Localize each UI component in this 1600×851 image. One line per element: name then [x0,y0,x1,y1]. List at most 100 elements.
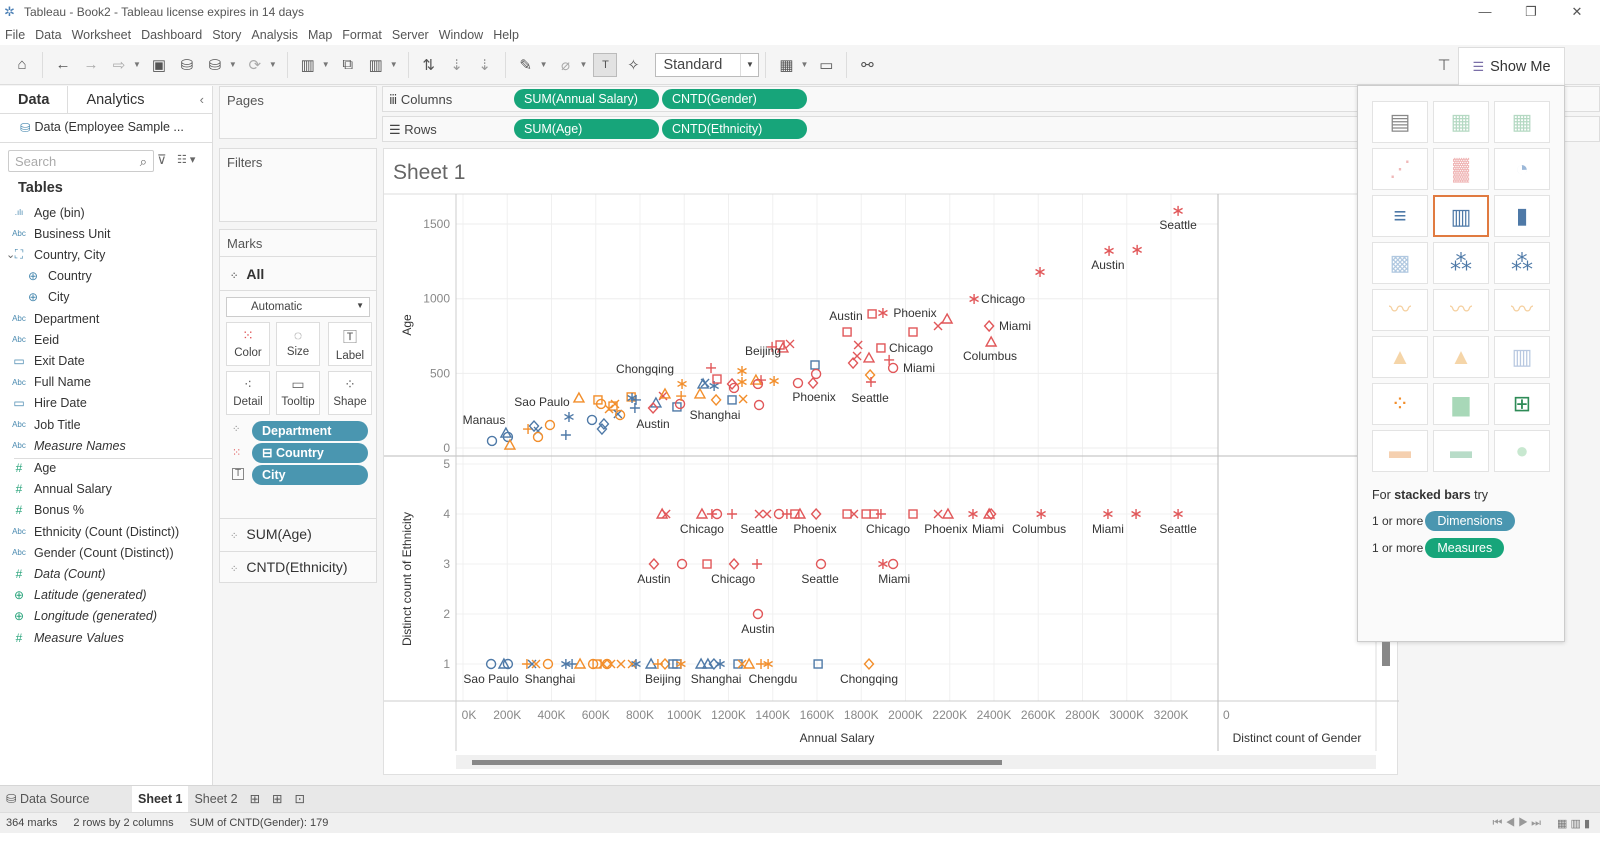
show-me-heat-map[interactable]: ▦ [1433,101,1489,143]
swap-icon[interactable]: ⇅ [422,56,435,74]
pill-department[interactable]: Department [252,421,368,441]
fit-dropdown[interactable]: Standard ▼ [655,52,760,77]
field-item[interactable]: # Measure Values [8,627,124,648]
show-me-button[interactable]: ☰ Show Me [1458,47,1565,85]
show-me-stacked-bars[interactable]: ▥ [1433,195,1489,237]
show-me-gantt[interactable]: ▬ [1372,430,1428,472]
pill-sum-annual-salary[interactable]: SUM(Annual Salary) [514,89,659,109]
group-icon[interactable]: ⌀ [561,56,571,74]
show-me-highlight-table[interactable]: ▦ [1494,101,1550,143]
menu-analysis[interactable]: Analysis [251,27,298,42]
show-me-side-by-side-circles[interactable]: ⁂ [1494,242,1550,284]
chevron-down-icon[interactable]: ▼ [800,60,809,69]
presentation-mode-icon[interactable]: ▭ [819,56,834,74]
show-me-pie-chart[interactable]: ◔ [1494,148,1550,190]
new-worksheet-icon[interactable]: ▥ [300,56,315,74]
chevron-down-icon[interactable]: ▼ [133,60,141,69]
color-button[interactable]: ⁙ Color [226,322,270,366]
chevron-down-icon[interactable]: ▼ [228,60,237,69]
new-story-icon[interactable]: ⊡ [294,791,306,806]
new-datasource-icon[interactable]: ⛁ [180,56,194,74]
show-me-line-discrete[interactable]: 〰 [1433,289,1489,331]
field-item[interactable]: # Data (Count) [8,563,106,584]
vertical-scrollbar[interactable] [1382,642,1390,666]
field-item[interactable]: ⊕ Latitude (generated) [8,585,147,606]
chevron-down-icon[interactable]: ▼ [389,60,398,69]
marks-sum-age[interactable]: ⁘ SUM(Age) [230,526,312,542]
chevron-down-icon[interactable]: ▼ [321,60,330,69]
menu-worksheet[interactable]: Worksheet [71,27,132,42]
field-item[interactable]: # Age [8,457,57,478]
highlight-icon[interactable]: ✎ [519,56,532,74]
menu-story[interactable]: Story [212,27,242,42]
chevron-down-icon[interactable]: ▼ [740,53,758,76]
show-me-symbol-map[interactable]: ⋰ [1372,148,1428,190]
pill-cntd-gender[interactable]: CNTD(Gender) [662,89,807,109]
pill-sum-age[interactable]: SUM(Age) [514,119,659,139]
show-me-treemap[interactable]: ▩ [1372,242,1428,284]
show-me-dual-combination[interactable]: ▥ [1494,336,1550,378]
redo-icon[interactable]: → [83,56,99,73]
menu-file[interactable]: File [5,27,26,42]
show-me-area-continuous[interactable]: ▲ [1372,336,1428,378]
save-icon[interactable]: ▣ [151,56,167,74]
field-item[interactable]: ⊕ City [22,287,70,308]
field-item[interactable]: ▭ Exit Date [8,350,84,371]
tab-data[interactable]: Data [0,86,69,113]
refresh-icon[interactable]: ⟳ [248,56,262,74]
show-me-histogram[interactable]: ▆ [1433,383,1489,425]
field-item[interactable]: Abc Ethnicity (Count (Distinct)) [8,521,179,542]
sheet-navigation-icon[interactable]: ⏮ ◀ ▶ ⏭ [1492,816,1542,829]
minimize-button[interactable]: — [1478,4,1492,19]
show-me-text-table[interactable]: ▤ [1372,101,1428,143]
tab-sheet-2[interactable]: Sheet 2 [194,791,238,806]
search-input[interactable]: Search ⌕ [8,150,154,172]
pause-updates-icon[interactable]: ⛁ [208,56,222,74]
share-icon[interactable]: ⚯ [861,56,874,74]
menu-window[interactable]: Window [438,27,484,42]
new-worksheet-icon[interactable]: ⊞ [249,791,261,806]
menu-format[interactable]: Format [342,27,382,42]
tab-analytics[interactable]: Analytics [86,92,145,108]
shape-button[interactable]: ⁘ Shape [328,371,372,415]
sort-descending-icon[interactable]: ⇣ [478,56,491,74]
field-item[interactable]: Abc Eeid [8,329,59,350]
tab-data-source[interactable]: ⛁ Data Source [6,791,90,806]
marks-cntd-ethnicity[interactable]: ⁘ CNTD(Ethnicity) [230,559,348,575]
scrollbar-thumb[interactable] [472,760,1002,765]
chevron-down-icon[interactable]: ▼ [268,60,277,69]
show-me-dual-lines[interactable]: 〰 [1494,289,1550,331]
field-item[interactable]: Abc Job Title [8,414,80,435]
show-me-circle-view[interactable]: ⁂ [1433,242,1489,284]
show-me-area-discrete[interactable]: ▲ [1433,336,1489,378]
menu-dashboard[interactable]: Dashboard [141,27,203,42]
view-toggle-icon[interactable]: ▦ ▥ ▮ [1557,817,1590,830]
size-button[interactable]: ◌ Size [276,322,320,366]
field-item[interactable]: ⊕ Country [22,266,92,287]
replay-icon[interactable]: ⇨ [112,56,126,74]
tooltip-pin-icon[interactable]: ⊤ [1437,56,1451,74]
chevron-down-icon[interactable]: ▼ [539,60,548,69]
pill-cntd-ethnicity[interactable]: CNTD(Ethnicity) [662,119,807,139]
scatter-chart[interactable]: 0 500 1000 1500 1 2 3 4 5 0K 200K 400K 600K 800K 1000K… [384,149,1399,776]
field-item[interactable]: ⊕ Longitude (generated) [8,606,157,627]
field-item[interactable]: # Bonus % [8,500,84,521]
show-me-side-by-side-bars[interactable]: ▮ [1494,195,1550,237]
field-item[interactable]: Abc Department [8,308,99,329]
show-me-scatter-plot[interactable]: ⁘ [1372,383,1428,425]
field-item[interactable]: Abc Full Name [8,372,91,393]
show-me-line-continuous[interactable]: 〰 [1372,289,1428,331]
tab-sheet-1[interactable]: Sheet 1 [132,785,189,813]
detail-button[interactable]: ⁖ Detail [226,371,270,415]
field-item[interactable]: Abc Measure Names [8,435,126,456]
show-labels-icon[interactable]: T [593,52,618,77]
show-me-box-whisker[interactable]: ⊞ [1494,383,1550,425]
label-button[interactable]: 🅃 Label [328,322,372,366]
collapse-icon[interactable]: ‹ [199,92,204,107]
duplicate-sheet-icon[interactable]: ⧉ [342,56,354,73]
menu-server[interactable]: Server [391,27,429,42]
sort-ascending-icon[interactable]: ⇣ [450,56,463,74]
field-item[interactable]: ▭ Hire Date [8,393,86,414]
view-options-icon[interactable]: ☷ ▾ [177,154,196,166]
show-me-filled-map[interactable]: ▓ [1433,148,1489,190]
